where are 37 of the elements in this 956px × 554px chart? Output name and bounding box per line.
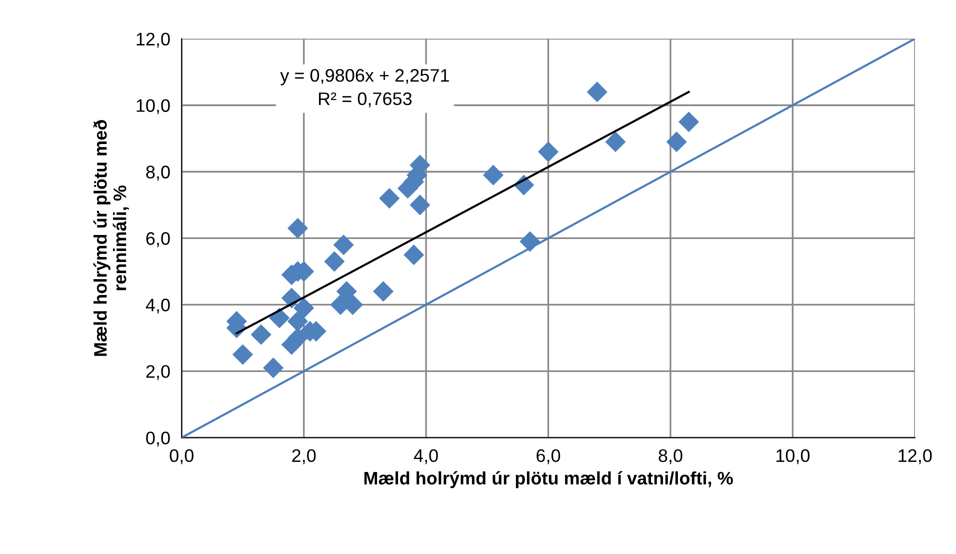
point: [379, 188, 400, 209]
x-tick-label: 4,0: [414, 449, 438, 464]
x-tick-label: 12,0: [898, 449, 932, 464]
point: [294, 298, 314, 318]
point: [287, 218, 308, 239]
x-tick-label: 2,0: [292, 449, 316, 464]
y-tick-label: 12,0: [136, 32, 170, 48]
point: [287, 311, 308, 332]
point: [404, 244, 424, 266]
y-axis-title: Mæld holrýmd úr plötu með rennimáli, %: [93, 120, 129, 356]
x-axis-title: Mæld holrýmd úr plötu mæld í vatni/lofti, %: [364, 471, 733, 488]
point: [232, 344, 254, 365]
x-tick-label: 8,0: [658, 449, 682, 464]
point: [538, 141, 559, 162]
point: [482, 164, 504, 186]
y-tick-label: 0,0: [146, 432, 170, 447]
point: [250, 324, 272, 345]
point: [586, 82, 608, 102]
x-tick-label: 0,0: [170, 449, 194, 464]
point: [605, 132, 626, 152]
point: [269, 308, 290, 328]
y-tick-label: 10,0: [136, 99, 170, 114]
x-tick-label: 10,0: [776, 449, 810, 464]
point: [333, 234, 354, 256]
y-tick-label: 6,0: [146, 232, 170, 248]
y-tick-label: 4,0: [146, 298, 170, 314]
x-tick-label: 6,0: [536, 449, 560, 464]
point: [678, 112, 700, 132]
y-tick-label: 2,0: [146, 365, 170, 380]
point: [666, 132, 687, 152]
point: [372, 281, 394, 302]
y-tick-label: 8,0: [146, 166, 170, 181]
point: [410, 194, 430, 216]
point: [324, 251, 345, 272]
point: [336, 281, 357, 302]
point: [262, 358, 284, 378]
annotation: y = 0,9806x + 2,2571 R² = 0,7653: [280, 69, 449, 108]
